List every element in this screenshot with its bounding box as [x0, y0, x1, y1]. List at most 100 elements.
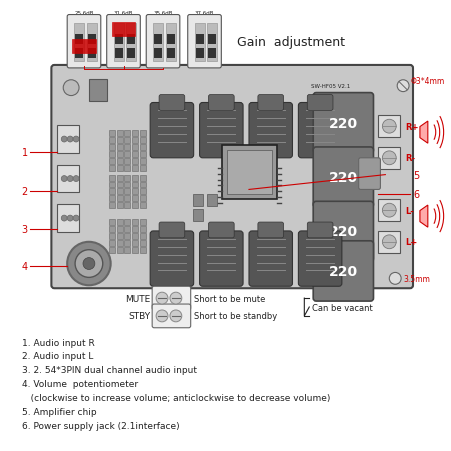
Circle shape	[73, 216, 79, 221]
Text: 6. Power supply jack (2.1interface): 6. Power supply jack (2.1interface)	[22, 421, 179, 430]
Bar	[140, 189, 146, 195]
Bar	[207, 195, 217, 207]
Bar	[207, 24, 217, 62]
Bar	[108, 166, 115, 171]
Bar	[132, 182, 138, 188]
Bar	[140, 158, 146, 164]
Text: 220: 220	[328, 116, 357, 130]
Bar	[377, 147, 399, 169]
Bar	[116, 145, 122, 151]
Bar	[88, 35, 96, 45]
Bar	[116, 152, 122, 157]
Bar	[111, 23, 135, 37]
FancyBboxPatch shape	[313, 147, 373, 208]
FancyBboxPatch shape	[106, 15, 140, 69]
Circle shape	[61, 137, 67, 143]
Circle shape	[396, 81, 408, 92]
Bar	[140, 175, 146, 181]
Bar	[132, 175, 138, 181]
Bar	[124, 138, 130, 144]
Bar	[108, 189, 115, 195]
Bar	[166, 24, 175, 62]
Circle shape	[67, 137, 73, 143]
Bar	[108, 247, 115, 253]
Bar	[140, 233, 146, 239]
Bar	[195, 35, 203, 45]
Text: Φ3*4mm: Φ3*4mm	[410, 77, 444, 86]
Text: 1. Audio input R: 1. Audio input R	[22, 338, 94, 347]
Bar	[108, 226, 115, 232]
FancyBboxPatch shape	[51, 66, 412, 289]
Circle shape	[382, 235, 396, 249]
Bar	[75, 35, 83, 45]
FancyBboxPatch shape	[249, 231, 292, 287]
Polygon shape	[419, 122, 427, 144]
Bar	[377, 116, 399, 138]
FancyBboxPatch shape	[199, 231, 243, 287]
Text: 2: 2	[21, 187, 28, 197]
FancyBboxPatch shape	[307, 95, 332, 111]
Bar	[108, 196, 115, 202]
Bar	[140, 226, 146, 232]
Bar	[194, 24, 204, 62]
Text: 4: 4	[22, 261, 28, 271]
Bar	[116, 247, 122, 253]
Circle shape	[170, 310, 181, 322]
Bar	[124, 166, 130, 171]
Text: Short to be mute: Short to be mute	[193, 294, 264, 303]
FancyBboxPatch shape	[152, 287, 190, 310]
Circle shape	[156, 293, 168, 304]
Bar	[124, 175, 130, 181]
Bar	[132, 145, 138, 151]
Bar	[57, 205, 79, 232]
Text: 3. 2. 54*3PIN dual channel audio input: 3. 2. 54*3PIN dual channel audio input	[22, 365, 196, 374]
FancyBboxPatch shape	[187, 15, 221, 69]
Text: 3.5mm: 3.5mm	[402, 274, 429, 283]
Bar	[377, 231, 399, 253]
Text: 5. Amplifier chip: 5. Amplifier chip	[22, 407, 96, 416]
Bar	[132, 233, 138, 239]
Bar	[124, 196, 130, 202]
FancyBboxPatch shape	[249, 103, 292, 158]
Circle shape	[61, 216, 67, 221]
Bar	[140, 247, 146, 253]
FancyBboxPatch shape	[258, 222, 283, 238]
FancyBboxPatch shape	[159, 95, 184, 111]
FancyBboxPatch shape	[208, 95, 234, 111]
Bar	[124, 247, 130, 253]
Bar	[108, 158, 115, 164]
Text: R+: R+	[404, 122, 418, 131]
Text: R-: R-	[404, 154, 414, 163]
Bar	[108, 145, 115, 151]
Text: SW-HF05 V2.1: SW-HF05 V2.1	[311, 84, 350, 89]
Bar	[140, 145, 146, 151]
Bar	[116, 189, 122, 195]
Bar	[153, 24, 163, 62]
Bar	[140, 203, 146, 209]
Bar	[72, 40, 96, 54]
Circle shape	[63, 81, 79, 97]
Text: 1: 1	[22, 147, 28, 157]
Bar	[108, 152, 115, 157]
Bar	[116, 182, 122, 188]
Bar	[377, 200, 399, 221]
Bar	[108, 233, 115, 239]
FancyBboxPatch shape	[199, 103, 243, 158]
FancyBboxPatch shape	[159, 222, 184, 238]
Bar	[140, 182, 146, 188]
FancyBboxPatch shape	[208, 222, 234, 238]
Bar	[88, 49, 96, 59]
Text: 220: 220	[328, 264, 357, 278]
Bar	[124, 203, 130, 209]
FancyBboxPatch shape	[358, 158, 380, 190]
Text: 37.6dB: 37.6dB	[194, 10, 214, 16]
Bar	[132, 189, 138, 195]
Bar	[126, 24, 136, 62]
Bar	[116, 131, 122, 137]
Circle shape	[67, 242, 110, 285]
Bar	[132, 203, 138, 209]
Bar	[222, 146, 276, 200]
FancyBboxPatch shape	[313, 93, 373, 153]
Bar	[108, 203, 115, 209]
FancyBboxPatch shape	[152, 304, 190, 328]
